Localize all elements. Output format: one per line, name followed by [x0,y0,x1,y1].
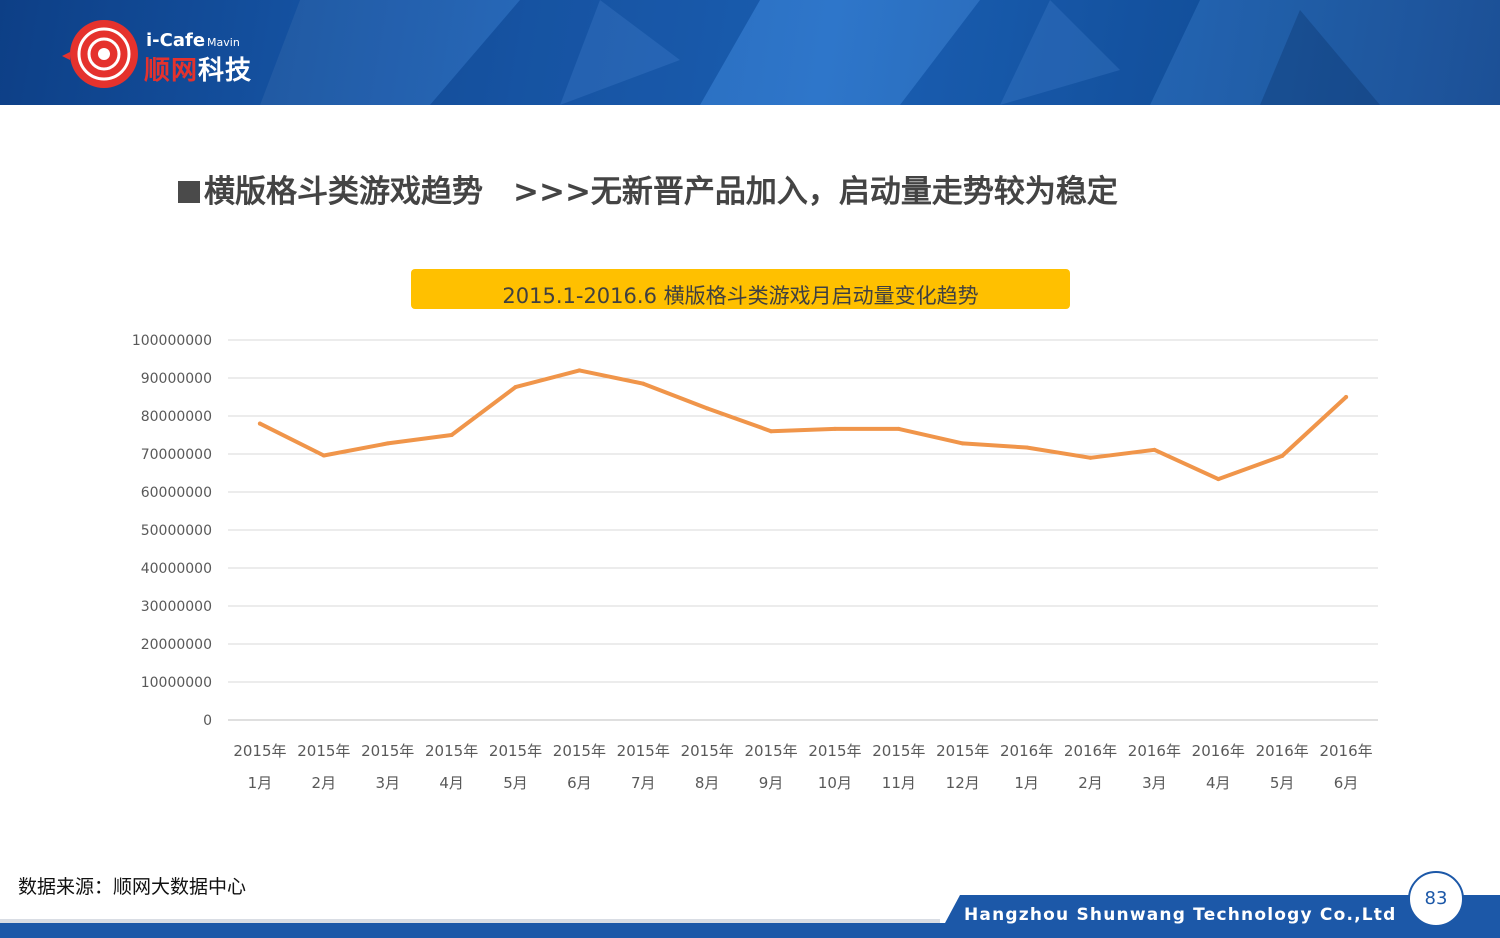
page-title: 横版格斗类游戏趋势 >>>无新晋产品加入，启动量走势较为稳定 [178,168,1118,216]
data-point [1216,477,1221,482]
y-tick-label: 70000000 [141,447,212,463]
x-tick-label: 2015年 [936,742,989,760]
y-tick-label: 80000000 [141,409,212,425]
x-tick-label: 2015年 [744,742,797,760]
x-tick-label: 2月 [1078,774,1103,792]
x-tick-label: 5月 [503,774,528,792]
x-tick-label: 2015年 [617,742,670,760]
x-tick-label: 4月 [1206,774,1231,792]
x-tick-label: 1月 [1014,774,1039,792]
x-tick-label: 1月 [248,774,273,792]
data-point [257,421,262,426]
x-tick-label: 2016年 [1064,742,1117,760]
x-tick-label: 9月 [759,774,784,792]
data-point [1024,445,1029,450]
logo-target-icon [62,20,138,88]
data-point [577,368,582,373]
page-title-main: 横版格斗类游戏趋势 [204,174,483,210]
data-point [705,406,710,411]
data-point [1280,453,1285,458]
footer-bar [0,895,1500,938]
y-tick-label: 40000000 [141,561,212,577]
chart-title: 2015.1-2016.6 横版格斗类游戏月启动量变化趋势 [411,269,1070,309]
y-tick-label: 30000000 [141,599,212,615]
data-point [960,441,965,446]
data-source: 数据来源：顺网大数据中心 [18,876,247,898]
series-line [257,368,1349,482]
x-tick-label: 4月 [439,774,464,792]
x-tick-label: 2016年 [1319,742,1372,760]
data-point [513,385,518,390]
data-point [1344,395,1349,399]
x-tick-label: 2015年 [361,742,414,760]
y-tick-label: 10000000 [141,675,212,691]
y-tick-label: 0 [203,713,212,729]
y-tick-label: 50000000 [141,523,212,539]
x-tick-label: 2015年 [425,742,478,760]
x-tick-label: 2016年 [1128,742,1181,760]
data-point [321,453,326,458]
data-point [1152,447,1157,452]
data-point [832,426,837,431]
x-tick-label: 2016年 [1256,742,1309,760]
header-banner: i-Cafe Mavin 顺网科技 [0,0,1500,105]
y-tick-label: 20000000 [141,637,212,653]
x-tick-label: 10月 [818,774,852,792]
x-tick-label: 2015年 [233,742,286,760]
x-tick-label: 2015年 [553,742,606,760]
company-logo: i-Cafe Mavin 顺网科技 [62,12,292,92]
page-number: 83 [1408,871,1464,927]
x-tick-label: 8月 [695,774,720,792]
square-bullet-icon [178,181,200,203]
data-point [449,433,454,437]
x-tick-label: 11月 [882,774,916,792]
y-tick-label: 60000000 [141,485,212,501]
company-name: Hangzhou Shunwang Technology Co.,Ltd [964,905,1397,925]
x-tick-label: 12月 [946,774,980,792]
y-tick-label: 100000000 [132,333,212,349]
data-point [641,381,646,386]
x-tick-label: 2015年 [489,742,542,760]
x-tick-label: 2016年 [1000,742,1053,760]
x-tick-label: 6月 [567,774,592,792]
x-tick-label: 2015年 [681,742,734,760]
page-title-sub: >>>无新晋产品加入，启动量走势较为稳定 [513,174,1118,210]
data-point [896,426,901,431]
x-tick-label: 2016年 [1192,742,1245,760]
x-tick-label: 3月 [375,774,400,792]
x-tick-label: 2015年 [297,742,350,760]
x-tick-label: 3月 [1142,774,1167,792]
x-tick-label: 7月 [631,774,656,792]
y-tick-label: 90000000 [141,371,212,387]
line-chart: 0 10000000 20000000 30000000 40000000 5000000… [132,333,1378,792]
x-tick-label: 5月 [1270,774,1295,792]
x-tick-label: 2015年 [808,742,861,760]
x-tick-label: 6月 [1334,774,1359,792]
data-point [1088,455,1093,460]
data-point [769,429,774,434]
data-point [385,441,390,446]
x-tick-label: 2月 [312,774,337,792]
x-tick-label: 2015年 [872,742,925,760]
banner-pattern [260,0,1500,105]
